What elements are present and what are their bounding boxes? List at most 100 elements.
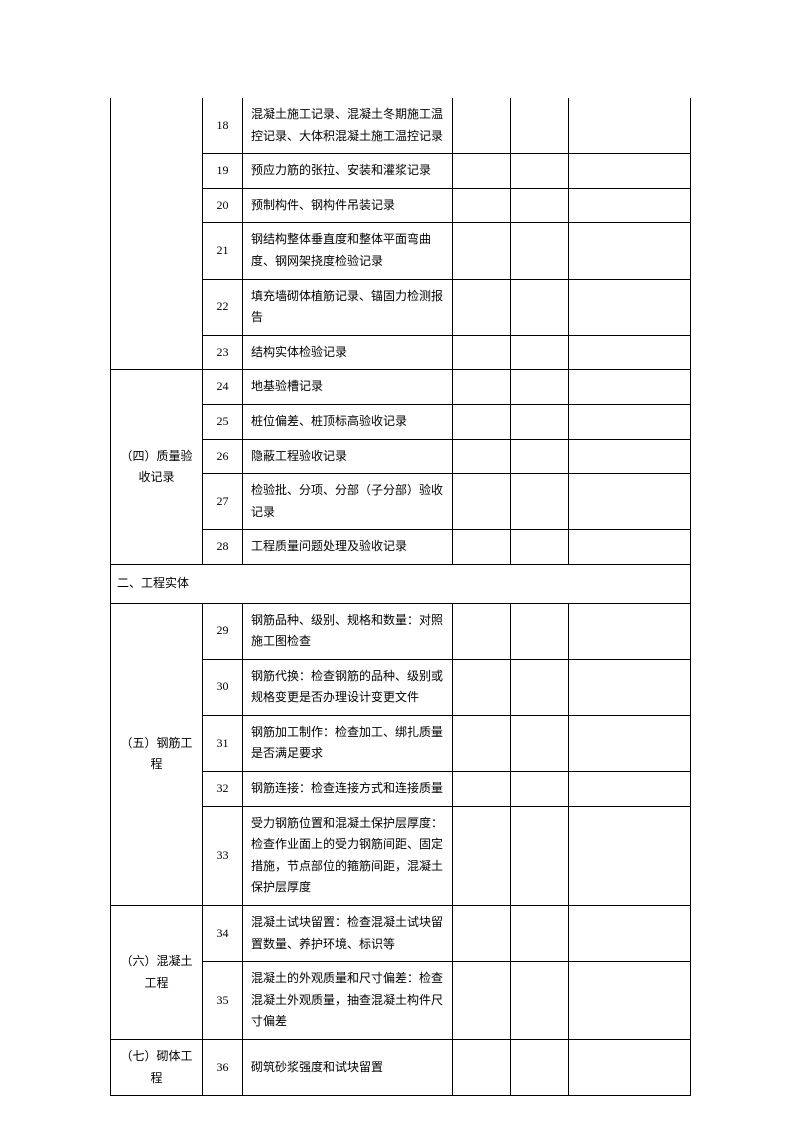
empty-cell xyxy=(453,439,511,474)
empty-cell xyxy=(569,659,691,715)
empty-cell xyxy=(511,474,569,530)
category-cell: （七）砌体工程 xyxy=(111,1040,203,1096)
empty-cell xyxy=(511,154,569,189)
empty-cell xyxy=(569,806,691,905)
empty-cell xyxy=(453,335,511,370)
table-row: （六）混凝土工程34混凝土试块留置：检查混凝土试块留置数量、养护环境、标识等 xyxy=(111,906,691,962)
row-number: 19 xyxy=(203,154,243,189)
empty-cell xyxy=(511,530,569,565)
row-description: 钢筋加工制作：检查加工、绑扎质量是否满足要求 xyxy=(243,715,453,771)
empty-cell xyxy=(569,603,691,659)
row-number: 29 xyxy=(203,603,243,659)
row-description: 工程质量问题处理及验收记录 xyxy=(243,530,453,565)
empty-cell xyxy=(453,404,511,439)
empty-cell xyxy=(453,715,511,771)
row-number: 36 xyxy=(203,1040,243,1096)
empty-cell xyxy=(511,335,569,370)
row-number: 30 xyxy=(203,659,243,715)
empty-cell xyxy=(569,772,691,807)
empty-cell xyxy=(453,370,511,405)
row-description: 预制构件、钢构件吊装记录 xyxy=(243,188,453,223)
empty-cell xyxy=(453,223,511,279)
row-description: 桩位偏差、桩顶标高验收记录 xyxy=(243,404,453,439)
row-number: 20 xyxy=(203,188,243,223)
row-description: 混凝土试块留置：检查混凝土试块留置数量、养护环境、标识等 xyxy=(243,906,453,962)
row-number: 26 xyxy=(203,439,243,474)
empty-cell xyxy=(569,1040,691,1096)
empty-cell xyxy=(453,603,511,659)
empty-cell xyxy=(511,404,569,439)
empty-cell xyxy=(453,279,511,335)
section-header: 二、工程实体 xyxy=(111,564,691,603)
row-number: 35 xyxy=(203,962,243,1040)
row-description: 钢结构整体垂直度和整体平面弯曲度、钢网架挠度检验记录 xyxy=(243,223,453,279)
empty-cell xyxy=(511,962,569,1040)
empty-cell xyxy=(569,962,691,1040)
empty-cell xyxy=(569,98,691,154)
row-description: 混凝土的外观质量和尺寸偏差：检查混凝土外观质量，抽查混凝土构件尺寸偏差 xyxy=(243,962,453,1040)
empty-cell xyxy=(453,98,511,154)
row-number: 24 xyxy=(203,370,243,405)
row-description: 填充墙砌体植筋记录、锚固力检测报告 xyxy=(243,279,453,335)
document-page: 18混凝土施工记录、混凝土冬期施工温控记录、大体积混凝土施工温控记录19预应力筋… xyxy=(110,98,690,1096)
empty-cell xyxy=(511,439,569,474)
row-description: 钢筋品种、级别、规格和数量：对照施工图检查 xyxy=(243,603,453,659)
table-row: （七）砌体工程36砌筑砂浆强度和试块留置 xyxy=(111,1040,691,1096)
category-cell: （六）混凝土工程 xyxy=(111,906,203,1040)
empty-cell xyxy=(569,404,691,439)
empty-cell xyxy=(511,223,569,279)
row-description: 受力钢筋位置和混凝土保护层厚度：检查作业面上的受力钢筋间距、固定措施，节点部位的… xyxy=(243,806,453,905)
row-description: 钢筋代换：检查钢筋的品种、级别或规格变更是否办理设计变更文件 xyxy=(243,659,453,715)
row-number: 32 xyxy=(203,772,243,807)
empty-cell xyxy=(511,715,569,771)
category-cell xyxy=(111,98,203,370)
row-number: 31 xyxy=(203,715,243,771)
row-description: 混凝土施工记录、混凝土冬期施工温控记录、大体积混凝土施工温控记录 xyxy=(243,98,453,154)
empty-cell xyxy=(511,1040,569,1096)
empty-cell xyxy=(453,188,511,223)
empty-cell xyxy=(569,715,691,771)
empty-cell xyxy=(511,370,569,405)
empty-cell xyxy=(569,530,691,565)
empty-cell xyxy=(569,439,691,474)
row-description: 结构实体检验记录 xyxy=(243,335,453,370)
row-description: 预应力筋的张拉、安装和灌浆记录 xyxy=(243,154,453,189)
empty-cell xyxy=(453,962,511,1040)
empty-cell xyxy=(511,806,569,905)
empty-cell xyxy=(569,335,691,370)
empty-cell xyxy=(511,188,569,223)
empty-cell xyxy=(569,279,691,335)
empty-cell xyxy=(569,223,691,279)
empty-cell xyxy=(453,1040,511,1096)
empty-cell xyxy=(569,188,691,223)
table-row: 18混凝土施工记录、混凝土冬期施工温控记录、大体积混凝土施工温控记录 xyxy=(111,98,691,154)
empty-cell xyxy=(511,772,569,807)
empty-cell xyxy=(453,474,511,530)
row-description: 隐蔽工程验收记录 xyxy=(243,439,453,474)
section-header-row: 二、工程实体 xyxy=(111,564,691,603)
row-number: 25 xyxy=(203,404,243,439)
row-description: 砌筑砂浆强度和试块留置 xyxy=(243,1040,453,1096)
row-number: 28 xyxy=(203,530,243,565)
empty-cell xyxy=(453,154,511,189)
empty-cell xyxy=(453,659,511,715)
empty-cell xyxy=(511,98,569,154)
empty-cell xyxy=(453,530,511,565)
row-number: 18 xyxy=(203,98,243,154)
row-number: 22 xyxy=(203,279,243,335)
empty-cell xyxy=(511,906,569,962)
inspection-table: 18混凝土施工记录、混凝土冬期施工温控记录、大体积混凝土施工温控记录19预应力筋… xyxy=(110,98,691,1096)
row-number: 27 xyxy=(203,474,243,530)
row-description: 钢筋连接：检查连接方式和连接质量 xyxy=(243,772,453,807)
empty-cell xyxy=(569,154,691,189)
category-cell: （五）钢筋工程 xyxy=(111,603,203,906)
table-row: （四）质量验收记录24地基验槽记录 xyxy=(111,370,691,405)
row-description: 检验批、分项、分部（子分部）验收记录 xyxy=(243,474,453,530)
table-row: （五）钢筋工程29钢筋品种、级别、规格和数量：对照施工图检查 xyxy=(111,603,691,659)
empty-cell xyxy=(569,474,691,530)
row-number: 21 xyxy=(203,223,243,279)
empty-cell xyxy=(453,772,511,807)
category-cell: （四）质量验收记录 xyxy=(111,370,203,565)
empty-cell xyxy=(511,659,569,715)
empty-cell xyxy=(511,279,569,335)
